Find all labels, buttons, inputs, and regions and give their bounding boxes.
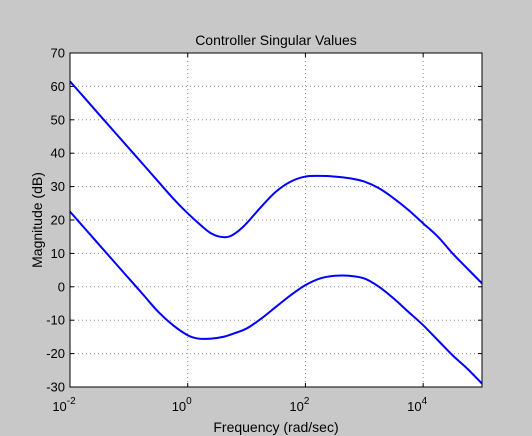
y-tick-label: -30 [46, 380, 65, 395]
x-tick-exponent: -2 [67, 396, 76, 407]
x-tick-labels: 10-2 100 102 104 [52, 396, 427, 414]
y-axis-label: Magnitude (dB) [29, 172, 45, 268]
y-tick-label: 50 [51, 112, 65, 127]
y-tick-label: 10 [51, 246, 65, 261]
y-tick-label: 60 [51, 79, 65, 94]
series-line-2 [69, 210, 483, 385]
x-axis-label: Frequency (rad/sec) [213, 419, 338, 435]
x-tick-exponent: 2 [304, 396, 310, 407]
y-tick-label: 40 [51, 146, 65, 161]
tick-marks [69, 52, 482, 388]
chart-title: Controller Singular Values [195, 32, 357, 48]
y-tick-label: 30 [51, 179, 65, 194]
y-tick-label: -20 [46, 346, 65, 361]
y-tick-label: 20 [51, 213, 65, 228]
y-tick-labels: -30 -20 -10 0 10 20 30 40 50 60 70 [46, 46, 65, 395]
x-tick-label: 102 [289, 396, 309, 414]
x-tick-label: 104 [407, 396, 427, 414]
y-tick-label: -10 [46, 313, 65, 328]
grid-lines [70, 53, 482, 387]
x-tick-label: 100 [172, 396, 192, 414]
series-group [69, 80, 483, 385]
y-tick-label: 70 [51, 46, 65, 61]
x-tick-label: 10-2 [52, 396, 76, 414]
x-tick-exponent: 0 [186, 396, 192, 407]
y-tick-label: 0 [58, 279, 65, 294]
series-line-1 [69, 80, 483, 285]
x-tick-exponent: 4 [422, 396, 428, 407]
